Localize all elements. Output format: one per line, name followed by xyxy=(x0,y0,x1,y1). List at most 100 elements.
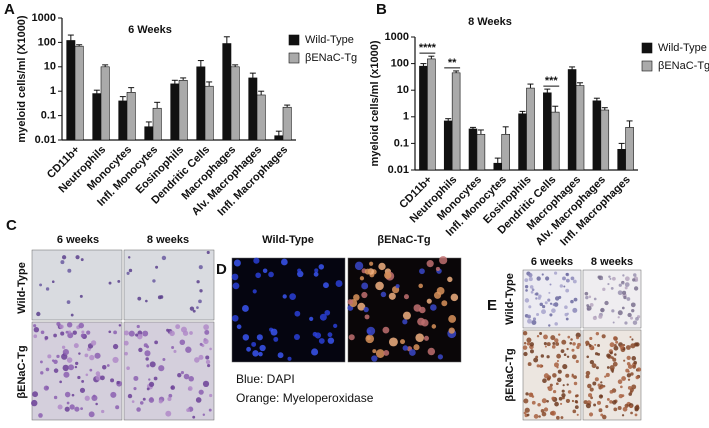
micrograph xyxy=(31,249,123,321)
micrograph xyxy=(123,249,215,321)
cell xyxy=(204,329,210,335)
cell xyxy=(280,258,288,266)
cell xyxy=(552,303,556,307)
cell xyxy=(624,282,630,287)
cell xyxy=(63,371,70,378)
cell xyxy=(565,317,569,321)
cell xyxy=(149,361,156,368)
cell xyxy=(255,272,261,279)
cell xyxy=(588,343,592,348)
cell xyxy=(128,268,133,273)
bar xyxy=(152,107,162,141)
cell xyxy=(612,361,618,367)
cell xyxy=(74,406,80,412)
cell xyxy=(566,383,569,386)
cell xyxy=(400,339,406,345)
cell xyxy=(632,278,636,282)
cell xyxy=(535,355,539,359)
cell xyxy=(631,384,637,390)
cell xyxy=(546,399,549,403)
cell xyxy=(594,377,599,382)
row-label: βENaC-Tg xyxy=(16,345,28,398)
cell xyxy=(576,413,579,416)
cell xyxy=(626,297,631,301)
bar xyxy=(170,83,180,141)
cell xyxy=(526,342,531,346)
cell xyxy=(277,352,284,359)
cell xyxy=(575,332,581,338)
cell xyxy=(530,290,534,294)
cell xyxy=(110,378,115,383)
cell xyxy=(67,330,72,334)
cell xyxy=(61,345,66,349)
cell xyxy=(447,276,453,283)
cell xyxy=(195,397,202,403)
cell xyxy=(589,359,595,365)
cell xyxy=(630,411,633,415)
cell xyxy=(529,285,534,289)
cell xyxy=(80,258,84,262)
legend-swatch xyxy=(288,52,300,64)
cell xyxy=(148,397,155,403)
cell xyxy=(539,302,544,307)
cell xyxy=(612,321,615,324)
cell xyxy=(561,339,567,345)
cell xyxy=(364,268,371,275)
cell xyxy=(557,369,562,374)
cell xyxy=(554,271,558,275)
cell xyxy=(186,408,191,412)
cell xyxy=(626,355,631,361)
cell xyxy=(600,413,604,417)
cell xyxy=(231,314,239,322)
cell xyxy=(66,322,73,328)
cell xyxy=(203,338,209,345)
cell xyxy=(535,297,538,300)
cell xyxy=(573,375,577,380)
bar xyxy=(248,77,258,141)
y-tick-label: 0.1 xyxy=(394,137,409,149)
cell xyxy=(605,404,609,409)
cell xyxy=(621,414,625,417)
cell xyxy=(572,307,578,313)
cell xyxy=(140,334,143,337)
cell xyxy=(185,346,192,353)
cell xyxy=(625,368,630,373)
cell xyxy=(106,364,110,367)
cell xyxy=(233,259,241,267)
cell xyxy=(606,397,610,401)
cell xyxy=(622,290,627,295)
cell xyxy=(617,316,620,319)
cell xyxy=(632,364,637,369)
cell xyxy=(57,404,63,410)
cell xyxy=(85,373,89,377)
cell xyxy=(592,315,597,321)
cell xyxy=(426,298,432,304)
bar xyxy=(118,100,128,141)
bar xyxy=(451,72,461,171)
cell xyxy=(626,373,632,378)
cell xyxy=(145,357,149,361)
cell xyxy=(78,352,81,355)
cell xyxy=(600,307,605,313)
y-tick-label: 0.01 xyxy=(35,134,56,146)
cell xyxy=(335,280,343,287)
cell xyxy=(282,294,287,299)
y-tick-label: 0.01 xyxy=(388,164,409,176)
cell xyxy=(536,312,540,316)
cell xyxy=(526,413,530,417)
cell xyxy=(528,272,533,278)
cell xyxy=(585,370,591,376)
cell xyxy=(133,375,139,381)
cell xyxy=(551,396,555,401)
y-tick-label: 10 xyxy=(397,84,409,96)
cell xyxy=(354,261,364,271)
cell xyxy=(402,319,408,325)
cell xyxy=(531,320,537,325)
cell xyxy=(388,292,396,300)
cell xyxy=(609,342,615,348)
bar xyxy=(178,79,188,141)
cell xyxy=(45,367,50,372)
cell xyxy=(68,364,75,371)
cell xyxy=(543,407,549,412)
cell xyxy=(552,342,556,345)
